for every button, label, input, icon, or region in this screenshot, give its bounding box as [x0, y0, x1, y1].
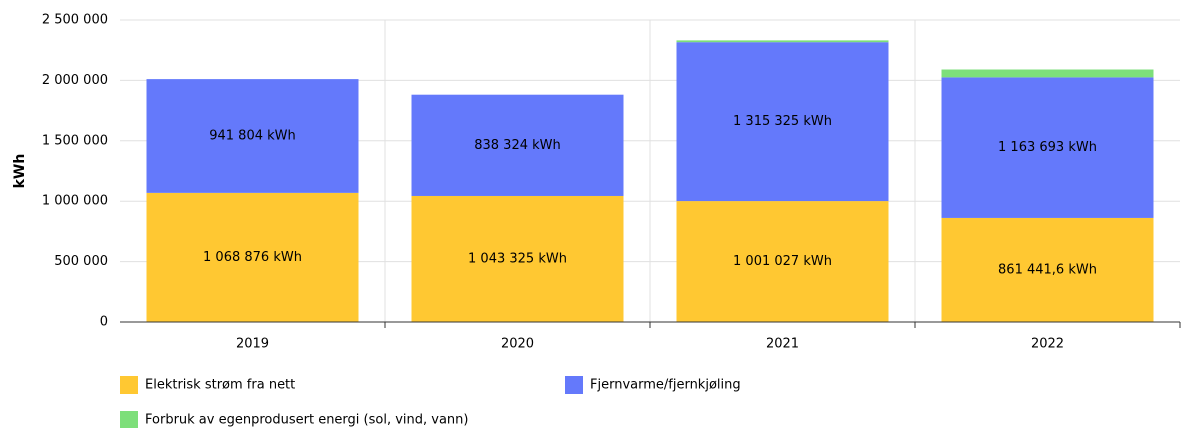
- bar-segment: [676, 42, 889, 202]
- bar-segment: [411, 195, 624, 322]
- legend-label: Forbruk av egenprodusert energi (sol, vi…: [145, 413, 468, 428]
- bar-segment: [676, 201, 889, 322]
- legend-label: Elektrisk strøm fra nett: [145, 378, 295, 393]
- x-tick-label: 2021: [766, 337, 799, 352]
- value-label: 861 441,6 kWh: [998, 262, 1097, 277]
- bar-segment: [146, 192, 359, 322]
- value-label: 1 163 693 kWh: [998, 140, 1097, 155]
- y-tick-label: 1 500 000: [42, 133, 108, 148]
- legend-label: Fjernvarme/fjernkjøling: [590, 378, 741, 393]
- bar-segment: [676, 40, 889, 43]
- legend-swatch: [120, 411, 138, 428]
- y-tick-label: 1 000 000: [42, 194, 108, 209]
- x-tick-label: 2019: [236, 337, 269, 352]
- y-tick-label: 2 500 000: [42, 13, 108, 28]
- legend-swatch: [565, 376, 583, 394]
- value-label: 1 068 876 kWh: [203, 250, 302, 265]
- x-tick-label: 2020: [501, 337, 534, 352]
- value-label: 941 804 kWh: [209, 128, 296, 143]
- bar-segment: [941, 69, 1154, 78]
- bar-segment: [941, 77, 1154, 218]
- x-tick-label: 2022: [1031, 337, 1064, 352]
- y-axis-label: kWh: [12, 154, 28, 189]
- bar-segment: [941, 217, 1154, 322]
- y-tick-label: 0: [100, 315, 108, 330]
- bar-segment: [411, 94, 624, 196]
- bar-segment: [146, 79, 359, 193]
- legend-swatch: [120, 376, 138, 394]
- value-label: 1 315 325 kWh: [733, 114, 832, 129]
- value-label: 838 324 kWh: [474, 138, 561, 153]
- value-label: 1 001 027 kWh: [733, 254, 832, 269]
- y-tick-label: 500 000: [54, 254, 108, 269]
- value-label: 1 043 325 kWh: [468, 251, 567, 266]
- y-tick-label: 2 000 000: [42, 73, 108, 88]
